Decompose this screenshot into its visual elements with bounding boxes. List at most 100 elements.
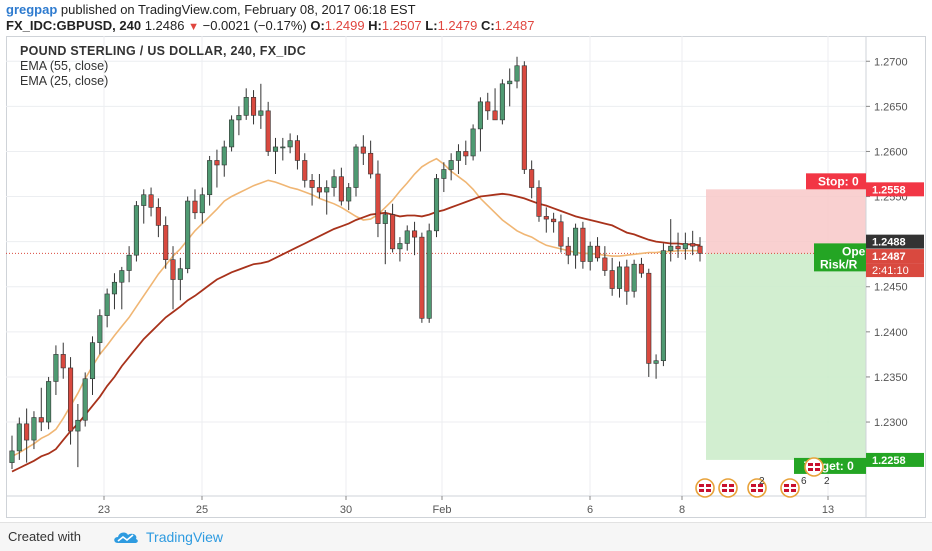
target-price-tag-bg [866, 452, 924, 467]
candle [243, 88, 249, 120]
candle [573, 223, 579, 269]
close-value: 1.2487 [494, 18, 535, 33]
profit-target-zone [706, 253, 866, 460]
candle-body [258, 110, 264, 116]
candle-body [368, 152, 374, 175]
legend-ema55[interactable]: EMA (55, close) [20, 59, 109, 73]
time-tick-label: 25 [196, 504, 208, 516]
candle-body [155, 207, 161, 226]
event-count-b: 6 [801, 476, 807, 487]
current-price-tag-bg [866, 234, 924, 249]
candle [404, 225, 410, 251]
candle [75, 404, 81, 468]
candle-body [573, 227, 579, 256]
candle [294, 135, 300, 170]
candle [587, 241, 593, 271]
candle-body [631, 263, 637, 292]
tradingview-brand[interactable]: TradingView [112, 526, 223, 548]
candle [660, 243, 666, 367]
candle-body [250, 97, 257, 116]
candle-body [433, 178, 440, 232]
candle [346, 183, 352, 211]
last-price: 1.2486 [144, 18, 185, 33]
time-tick-label: 13 [822, 504, 834, 516]
candle [441, 162, 447, 193]
candle [675, 232, 681, 258]
candle [272, 137, 279, 174]
candle [397, 237, 403, 262]
candle-body [82, 378, 88, 421]
candle-body [477, 101, 483, 130]
candle [631, 259, 637, 298]
candle-body [243, 97, 249, 116]
candle-body [119, 270, 125, 283]
last-price-tag-bg [866, 249, 924, 264]
candle-body [133, 205, 139, 256]
time-tick-label: 6 [587, 504, 593, 516]
candle [668, 219, 674, 262]
candle-body [529, 169, 535, 188]
time-tick-label: 30 [340, 504, 352, 516]
candle-body [426, 230, 432, 319]
candle [192, 189, 198, 220]
candle-body [682, 243, 688, 250]
candle [236, 106, 242, 136]
candle-body [675, 245, 681, 250]
candle [126, 246, 132, 283]
price-tick-label: 1.2650 [874, 101, 908, 113]
candle-body [594, 245, 601, 259]
candle-body [287, 140, 293, 148]
candle [316, 174, 322, 199]
candle-body [214, 160, 220, 166]
candle-body [272, 146, 279, 152]
candle-body [485, 101, 491, 112]
candle [455, 144, 462, 174]
candle [609, 257, 615, 296]
candle-body [309, 180, 315, 188]
candle [82, 372, 88, 427]
candle [97, 309, 103, 355]
candle [46, 376, 52, 430]
candle-body [294, 140, 300, 161]
candle-body [141, 194, 147, 206]
candle [177, 257, 183, 301]
candle-body [229, 119, 235, 148]
candle [485, 92, 491, 120]
candle-body [470, 128, 476, 157]
candle [492, 88, 498, 121]
candle-body [580, 227, 586, 262]
candle [229, 115, 235, 152]
candle [31, 411, 37, 450]
chart-area[interactable]: 1.22581.23001.23501.24001.24501.25001.25… [6, 36, 926, 518]
candle-body [499, 83, 505, 121]
current-price-tag: 1.2488 [872, 237, 906, 249]
quote-line: FX_IDC:GBPUSD, 240 1.2486 ▼ −0.0021 (−0.… [6, 18, 926, 35]
candle [309, 174, 315, 206]
candle [163, 216, 169, 269]
candle-body [199, 194, 205, 214]
candle [565, 237, 571, 265]
price-tick-label: 1.2350 [874, 372, 908, 384]
candle-body [207, 160, 213, 196]
candle-body [616, 266, 623, 289]
candle-body [24, 423, 30, 441]
candle-body [551, 218, 557, 223]
candle-body [587, 245, 593, 262]
price-chart[interactable]: 1.22581.23001.23501.24001.24501.25001.25… [6, 36, 926, 518]
low-label: L: [425, 18, 438, 33]
candle-body [390, 214, 396, 250]
legend-ema25[interactable]: EMA (25, close) [20, 74, 109, 88]
candle-body [16, 423, 22, 452]
candle [265, 101, 271, 156]
price-tick-label: 1.2450 [874, 282, 908, 294]
candle [207, 155, 213, 206]
candle [602, 246, 608, 276]
author-link[interactable]: gregpap [6, 2, 58, 17]
candle-body [53, 354, 59, 382]
candle [170, 246, 176, 310]
footer-bar: Created with TradingView [0, 522, 932, 551]
candle-body [111, 281, 118, 295]
candle-body [507, 80, 513, 85]
candle [60, 342, 66, 379]
